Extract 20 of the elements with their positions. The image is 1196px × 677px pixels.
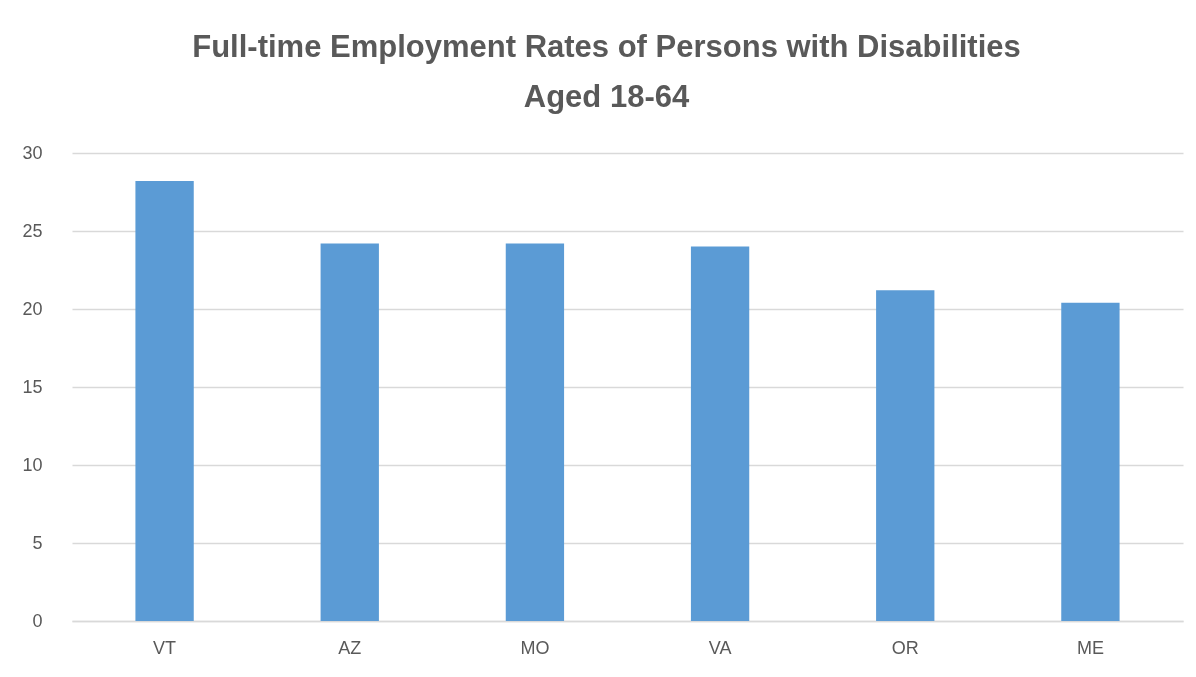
bar <box>320 243 379 621</box>
y-tick-label: 30 <box>22 142 43 163</box>
x-tick-label: VA <box>708 637 732 658</box>
bar <box>505 243 565 621</box>
x-tick-label: OR <box>891 637 919 658</box>
x-tick-label: ME <box>1076 637 1104 658</box>
bar <box>1061 302 1120 621</box>
y-tick-label: 25 <box>22 220 43 241</box>
y-tick-label: 10 <box>22 454 43 475</box>
bar <box>690 246 750 621</box>
x-tick-label: AZ <box>338 637 362 658</box>
x-tick-label: MO <box>520 637 550 658</box>
y-tick-label: 15 <box>22 376 43 397</box>
y-tick-label: 5 <box>32 532 43 553</box>
y-tick-label: 20 <box>22 298 43 319</box>
bar <box>876 290 935 621</box>
bar <box>135 181 194 621</box>
x-tick-label: VT <box>153 637 177 658</box>
y-tick-label: 0 <box>32 610 43 631</box>
chart-title: Full-time Employment Rates of Persons with Disabilities Aged 18-64 <box>192 29 1021 114</box>
